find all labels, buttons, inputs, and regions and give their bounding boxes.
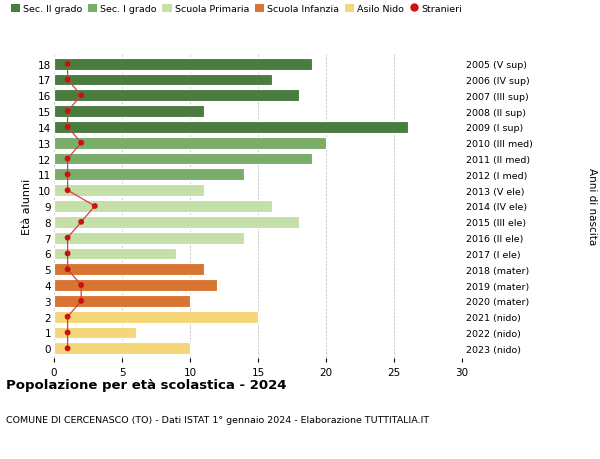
Bar [54,90,299,102]
Text: COMUNE DI CERCENASCO (TO) - Dati ISTAT 1° gennaio 2024 - Elaborazione TUTTITALIA: COMUNE DI CERCENASCO (TO) - Dati ISTAT 1… [6,415,429,425]
Bar [54,201,272,213]
Bar [54,248,176,260]
Point [76,92,86,100]
Bar [54,59,313,71]
Point [63,156,73,163]
Bar [54,327,136,339]
Bar [54,185,203,197]
Bar [54,153,313,165]
Point [63,108,73,116]
Bar [54,342,190,354]
Y-axis label: Età alunni: Età alunni [22,179,32,235]
Bar [54,216,299,228]
Point [76,297,86,305]
Point [63,266,73,273]
Point [63,329,73,336]
Point [63,313,73,321]
Point [76,140,86,147]
Point [63,61,73,68]
Point [63,235,73,242]
Bar [54,74,272,86]
Point [63,77,73,84]
Bar [54,138,326,149]
Point [63,171,73,179]
Bar [54,295,190,307]
Bar [54,280,217,291]
Bar [54,264,203,275]
Bar [54,122,407,134]
Point [76,282,86,289]
Text: Popolazione per età scolastica - 2024: Popolazione per età scolastica - 2024 [6,379,287,392]
Bar [54,311,258,323]
Bar [54,169,244,181]
Bar [54,106,203,118]
Legend: Sec. II grado, Sec. I grado, Scuola Primaria, Scuola Infanzia, Asilo Nido, Stran: Sec. II grado, Sec. I grado, Scuola Prim… [11,5,463,14]
Point [63,124,73,131]
Point [90,203,100,210]
Point [63,187,73,195]
Point [76,218,86,226]
Text: Anni di nascita: Anni di nascita [587,168,597,245]
Bar [54,232,244,244]
Point [63,250,73,257]
Point [63,345,73,352]
